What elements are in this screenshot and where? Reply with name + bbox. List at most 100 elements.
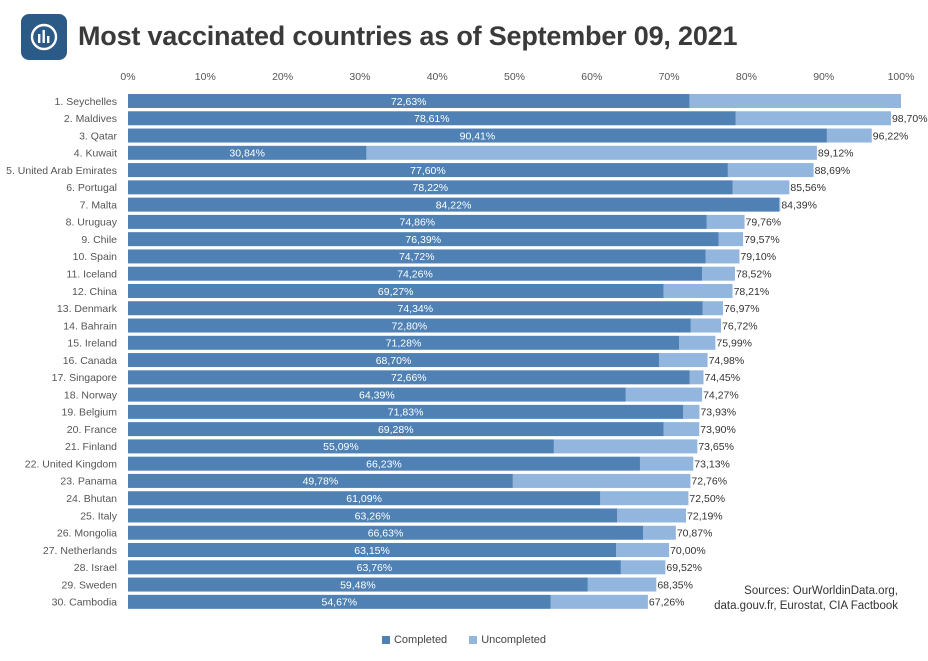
x-tick-label: 100% — [888, 71, 915, 83]
bar-completed — [128, 232, 719, 247]
bar-completed — [128, 387, 626, 402]
total-value-label: 70,87% — [677, 528, 713, 540]
category-label: 19. Belgium — [62, 407, 118, 419]
category-label: 25. Italy — [80, 510, 118, 522]
bar-uncompleted — [702, 301, 723, 316]
bar-completed — [128, 266, 703, 281]
bar-completed — [128, 456, 640, 471]
bar-completed — [128, 508, 617, 523]
category-label: 24. Bhutan — [66, 493, 117, 505]
category-label: 9. Chile — [81, 234, 117, 246]
total-value-label: 78,52% — [736, 269, 772, 281]
category-label: 3. Qatar — [79, 130, 117, 142]
bar-completed — [128, 283, 664, 298]
bar-completed — [128, 577, 588, 592]
completed-value-label: 77,60% — [410, 165, 446, 177]
bar-uncompleted — [732, 180, 790, 195]
category-label: 11. Iceland — [66, 269, 117, 281]
bar-completed — [128, 594, 551, 609]
x-tick-label: 30% — [349, 71, 370, 83]
total-value-label: 73,90% — [700, 424, 736, 436]
bar-completed — [128, 197, 780, 212]
total-value-label: 74,98% — [709, 355, 745, 367]
bar-completed — [128, 128, 827, 143]
category-label: 29. Sweden — [62, 579, 118, 591]
x-tick-label: 90% — [813, 71, 834, 83]
total-value-label: 72,76% — [691, 476, 727, 488]
bar-uncompleted — [659, 353, 708, 368]
completed-value-label: 68,70% — [376, 355, 412, 367]
bar-uncompleted — [512, 473, 691, 488]
total-value-label: 79,57% — [744, 234, 780, 246]
total-value-label: 69,52% — [666, 562, 702, 574]
bar-completed — [128, 439, 554, 454]
bar-uncompleted — [689, 94, 901, 108]
completed-value-label: 76,39% — [405, 234, 441, 246]
total-value-label: 98,70% — [892, 113, 928, 125]
x-tick-label: 40% — [427, 71, 448, 83]
legend-label-uncompleted: Uncompleted — [481, 634, 547, 646]
completed-value-label: 63,76% — [357, 562, 393, 574]
total-value-label: 76,72% — [722, 320, 758, 332]
bar-completed — [128, 214, 707, 229]
bar-uncompleted — [616, 508, 687, 523]
completed-value-label: 49,78% — [303, 476, 339, 488]
bar-completed — [128, 491, 601, 506]
bar-completed — [128, 543, 617, 558]
sources-line-2: data.gouv.fr, Eurostat, CIA Factbook — [714, 600, 898, 612]
bar-completed — [128, 180, 733, 195]
category-label: 18. Norway — [64, 389, 118, 401]
total-value-label: 88,69% — [815, 165, 851, 177]
legend-label-completed: Completed — [393, 634, 448, 646]
x-tick-label: 80% — [736, 71, 757, 83]
completed-value-label: 71,28% — [386, 338, 422, 350]
bar-uncompleted — [826, 128, 872, 143]
bar-completed — [128, 301, 703, 316]
bar-uncompleted — [706, 214, 745, 229]
total-value-label: 79,76% — [746, 217, 782, 229]
category-label: 17. Singapore — [52, 372, 118, 384]
bar-uncompleted — [620, 560, 666, 575]
total-value-label: 85,56% — [790, 182, 826, 194]
category-label: 20. France — [67, 424, 117, 436]
completed-value-label: 69,28% — [378, 424, 414, 436]
x-tick-label: 50% — [504, 71, 525, 83]
category-label: 21. Finland — [65, 441, 117, 453]
category-label: 16. Canada — [63, 355, 117, 367]
x-tick-label: 70% — [659, 71, 680, 83]
total-value-label: 78,21% — [734, 286, 770, 298]
category-label: 15. Ireland — [67, 338, 117, 350]
completed-value-label: 84,22% — [436, 199, 472, 211]
page-title: Most vaccinated countries as of Septembe… — [78, 21, 738, 51]
legend-item-completed: Completed — [381, 634, 448, 646]
bar-uncompleted — [663, 422, 700, 437]
completed-value-label: 74,72% — [399, 251, 435, 263]
completed-value-label: 69,27% — [378, 286, 414, 298]
completed-value-label: 74,86% — [400, 217, 436, 229]
bar-uncompleted — [639, 456, 694, 471]
x-tick-label: 0% — [120, 71, 135, 83]
total-value-label: 79,10% — [740, 251, 776, 263]
completed-value-label: 55,09% — [323, 441, 359, 453]
category-label: 2. Maldives — [64, 113, 117, 125]
completed-value-label: 90,41% — [460, 130, 496, 142]
bar-uncompleted — [366, 145, 817, 160]
category-label: 8. Uruguay — [66, 217, 118, 229]
total-value-label: 68,35% — [657, 579, 693, 591]
bar-uncompleted — [643, 525, 676, 540]
bar-completed — [128, 560, 621, 575]
completed-value-label: 71,83% — [388, 407, 424, 419]
bar-completed — [128, 249, 706, 264]
bar-uncompleted — [727, 163, 814, 178]
completed-value-label: 78,61% — [414, 113, 450, 125]
category-label: 27. Netherlands — [43, 545, 117, 557]
bar-uncompleted — [663, 283, 733, 298]
total-value-label: 74,27% — [703, 389, 739, 401]
bar-uncompleted — [625, 387, 703, 402]
category-label: 26. Mongolia — [57, 528, 117, 540]
total-value-label: 73,65% — [698, 441, 734, 453]
bar-completed — [128, 404, 684, 419]
category-label: 12. China — [72, 286, 117, 298]
bar-uncompleted — [718, 232, 744, 247]
chart-logo-icon — [21, 14, 67, 60]
